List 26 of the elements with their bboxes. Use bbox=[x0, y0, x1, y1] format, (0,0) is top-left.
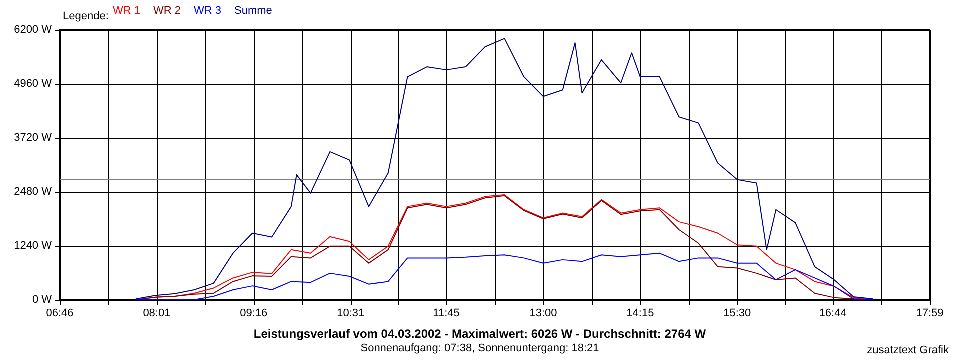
line-series bbox=[136, 38, 874, 300]
y-tick-label: 1240 W bbox=[14, 240, 53, 252]
text: WR 2 bbox=[154, 5, 181, 17]
text: WR 1 bbox=[113, 5, 140, 17]
y-tick-label: 2480 W bbox=[14, 186, 53, 198]
legend-title: Legende: bbox=[63, 10, 109, 22]
line-series bbox=[136, 252, 874, 300]
y-tick-label: 6200 W bbox=[14, 24, 53, 36]
x-tick-label: 14:15 bbox=[626, 308, 654, 320]
x-tick-label: 16:44 bbox=[819, 308, 847, 320]
text: WR 3 bbox=[194, 5, 222, 17]
y-tick-label: 3720 W bbox=[14, 132, 53, 144]
y-tick-label: 0 W bbox=[32, 294, 53, 306]
x-tick-label: 10:31 bbox=[337, 308, 365, 320]
text: Leistungsverlauf vom 04.03.2002 - Maximalwert: 6026 W - Durchschnitt: 2764 W bbox=[254, 327, 707, 341]
x-tick-label: 13:00 bbox=[530, 308, 558, 320]
x-tick-label: 09:16 bbox=[240, 308, 268, 320]
text: zusatztext Grafik bbox=[867, 344, 950, 356]
x-tick-label: 11:45 bbox=[433, 308, 460, 320]
x-tick-label: 17:59 bbox=[916, 308, 944, 320]
y-tick-label: 4960 W bbox=[14, 78, 53, 90]
x-tick-label: 08:01 bbox=[143, 308, 171, 320]
x-tick-label: 06:46 bbox=[46, 308, 74, 320]
text: Sonnenaufgang: 07:38, Sonnenuntergang: 18:21 bbox=[360, 342, 600, 354]
x-tick-label: 15:30 bbox=[724, 308, 752, 320]
text: Summe bbox=[234, 5, 272, 17]
